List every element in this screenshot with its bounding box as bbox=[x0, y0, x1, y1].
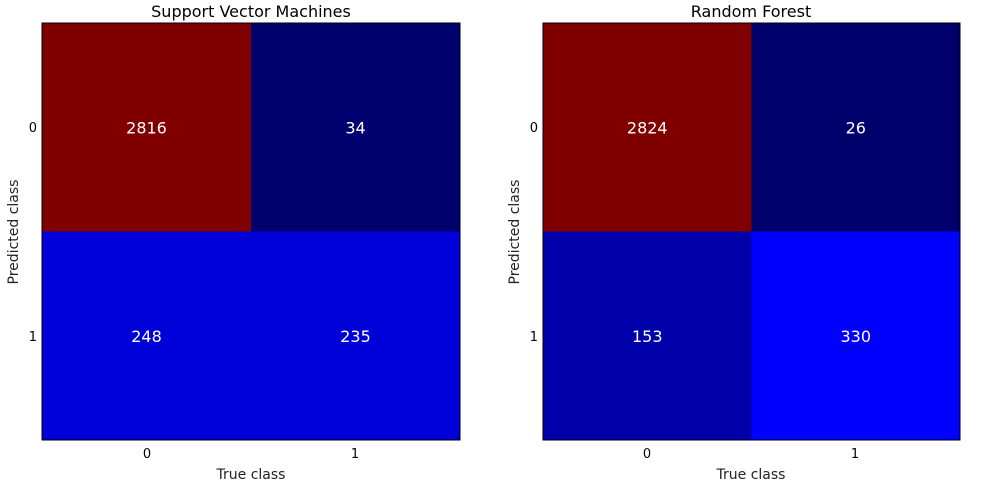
plot-frame bbox=[542, 22, 961, 441]
heatmap-cells: 2816 34 248 235 bbox=[42, 23, 460, 440]
heatmap-cell-1-0 bbox=[543, 231, 752, 440]
cell-value-label-0-1: 26 bbox=[846, 118, 866, 137]
svm-confusion-matrix: Support Vector Machines 2816 34 248 235 0 1… bbox=[6, 2, 461, 483]
x-tick-label-1: 1 bbox=[851, 447, 859, 462]
x-tick-label-1: 1 bbox=[351, 447, 359, 462]
x-tick-label-0: 0 bbox=[143, 447, 151, 462]
plot-frame bbox=[41, 22, 461, 441]
cell-value-label-1-1: 330 bbox=[840, 327, 871, 346]
y-tick-label-0: 0 bbox=[29, 121, 37, 136]
chart-title: Random Forest bbox=[691, 2, 811, 21]
heatmap-cell-1-1 bbox=[251, 231, 460, 440]
y-tick-label-1: 1 bbox=[29, 330, 37, 345]
cell-value-label-0-0: 2824 bbox=[627, 118, 668, 137]
cell-value-label-1-0: 153 bbox=[632, 327, 663, 346]
y-tick-label-1: 1 bbox=[530, 330, 538, 345]
cell-value-label-0-0: 2816 bbox=[126, 118, 167, 137]
x-axis-label: True class bbox=[216, 467, 286, 483]
chart-title: Support Vector Machines bbox=[151, 2, 351, 21]
cell-value-label-0-1: 34 bbox=[345, 118, 365, 137]
heatmap-cell-1-0 bbox=[42, 231, 251, 440]
heatmap-cell-0-1 bbox=[751, 23, 960, 232]
y-tick-label-0: 0 bbox=[530, 121, 538, 136]
heatmap-cell-1-1 bbox=[751, 231, 960, 440]
x-tick-label-0: 0 bbox=[643, 447, 651, 462]
y-axis-label: Predicted class bbox=[6, 180, 22, 285]
cell-value-label-1-0: 248 bbox=[131, 327, 162, 346]
x-axis-label: True class bbox=[716, 467, 786, 483]
cell-value-label-1-1: 235 bbox=[340, 327, 371, 346]
heatmap-cell-0-0 bbox=[42, 23, 251, 232]
y-axis-label: Predicted class bbox=[507, 180, 523, 285]
heatmap-cell-0-0 bbox=[543, 23, 752, 232]
random-forest-confusion-matrix: Random Forest 2824 26 153 330 0 1 0 1 True … bbox=[507, 2, 961, 483]
heatmap-cell-0-1 bbox=[251, 23, 460, 232]
heatmap-cells: 2824 26 153 330 bbox=[543, 23, 960, 440]
